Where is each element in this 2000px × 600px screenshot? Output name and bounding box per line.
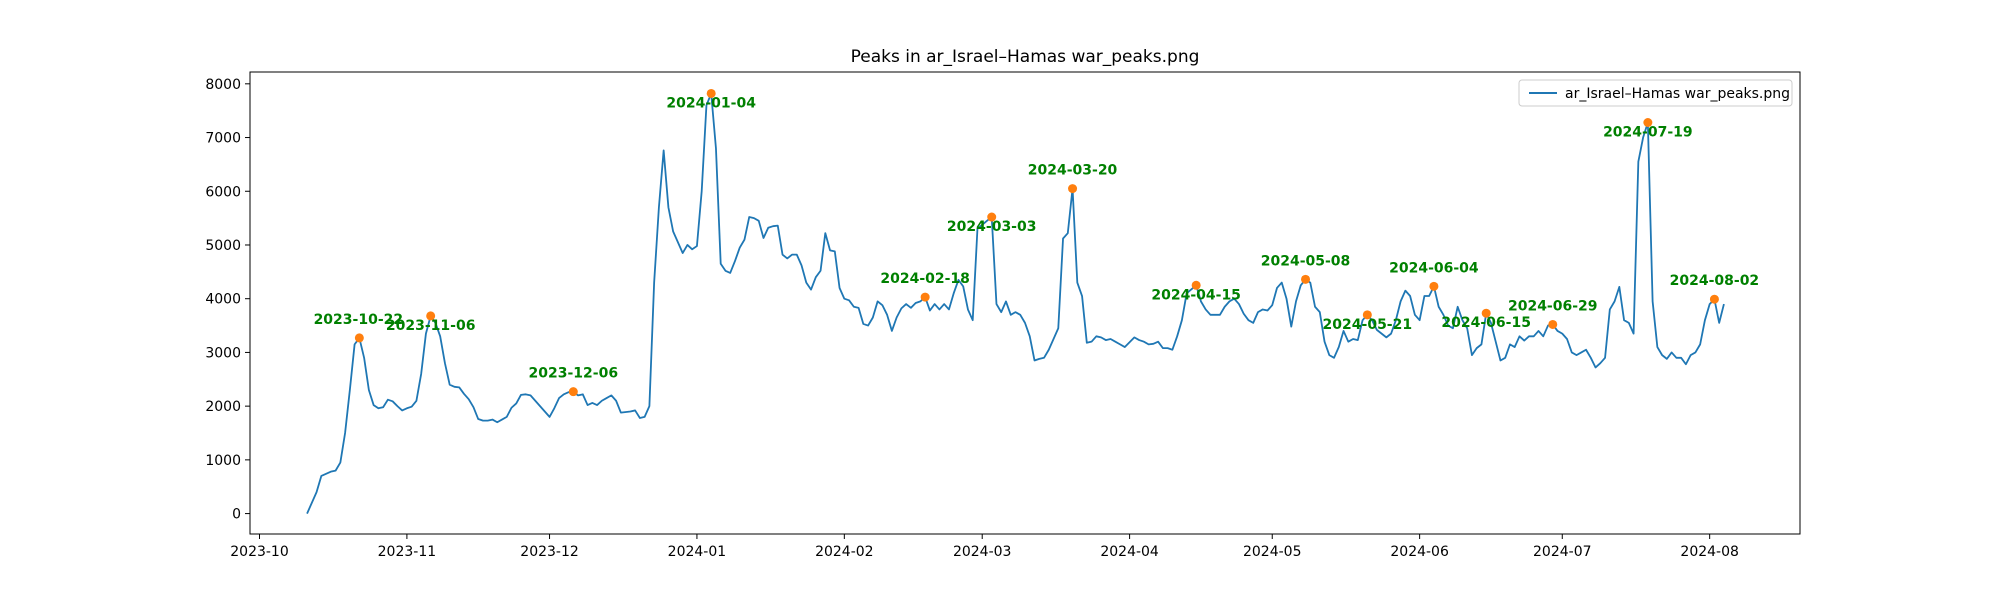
x-tick-label: 2023-11 [378,544,437,560]
series-line [306,92,1725,514]
peaks-layer [354,88,1719,397]
peak-marker [706,88,716,98]
legend-entry-label: ar_Israel–Hamas war_peaks.png [1565,86,1790,102]
y-tick-label: 5000 [205,238,241,254]
peak-label: 2024-07-19 [1603,124,1693,140]
x-tick-label: 2024-05 [1243,544,1302,560]
x-tick-label: 2023-10 [230,544,289,560]
peak-marker [1548,319,1558,329]
y-tick-label: 4000 [205,292,241,308]
legend-box [1518,79,1793,107]
peak-label: 2024-05-21 [1323,317,1413,333]
chart-title: Peaks in ar_Israel–Hamas war_peaks.png [851,47,1200,67]
y-axis: 0 1000 2000 3000 4000 5000 6000 7000 8000 [205,77,250,523]
plot-frame [249,71,1801,535]
peak-label: 2024-06-29 [1508,298,1598,314]
y-tick-label: 6000 [205,184,241,200]
peak-label: 2023-12-06 [529,366,619,382]
peak-marker [1301,274,1311,284]
x-tick-label: 2024-04 [1100,544,1159,560]
x-axis: 2023-10 2023-11 2023-12 2024-01 2024-02 2024-… [230,534,1739,560]
peak-marker [1481,308,1491,318]
peak-marker [920,292,930,302]
legend: ar_Israel–Hamas war_peaks.png [1518,79,1793,107]
x-tick-label: 2024-06 [1390,544,1449,560]
y-tick-label: 7000 [205,131,241,147]
peak-marker [987,212,997,222]
plot-area: 0 1000 2000 3000 4000 5000 6000 7000 8000 2023-1… [205,71,1801,560]
peak-marker [1709,294,1719,304]
x-tick-label: 2024-02 [815,544,874,560]
x-tick-label: 2024-07 [1533,544,1592,560]
x-tick-label: 2024-08 [1680,544,1739,560]
peak-label: 2024-02-18 [880,271,970,287]
peak-label: 2024-03-03 [947,219,1037,235]
peak-label: 2024-05-08 [1261,253,1351,269]
peak-marker [1191,280,1201,290]
peak-marker [426,311,436,321]
y-tick-label: 8000 [205,77,241,93]
x-tick-label: 2023-12 [520,544,579,560]
peak-label: 2024-08-02 [1670,273,1760,289]
peak-label: 2024-06-15 [1441,315,1531,331]
peak-marker [1643,117,1653,127]
peak-label: 2024-04-15 [1151,287,1241,303]
peak-marker [568,387,578,397]
peak-marker [1362,310,1372,320]
x-tick-label: 2024-03 [953,544,1012,560]
peak-label: 2024-01-04 [666,95,756,111]
peak-marker [354,333,364,343]
peak-marker [1068,184,1078,194]
series-layer [306,92,1725,514]
y-tick-label: 2000 [205,399,241,415]
peak-label: 2023-11-06 [386,318,476,334]
x-tick-label: 2024-01 [668,544,727,560]
peak-marker [1429,281,1439,291]
y-tick-label: 1000 [205,453,241,469]
y-tick-label: 3000 [205,345,241,361]
y-tick-label: 0 [232,507,241,523]
peak-label: 2023-10-22 [314,312,404,328]
peak-label: 2024-06-04 [1389,260,1479,276]
peak-label: 2024-03-20 [1028,163,1118,179]
